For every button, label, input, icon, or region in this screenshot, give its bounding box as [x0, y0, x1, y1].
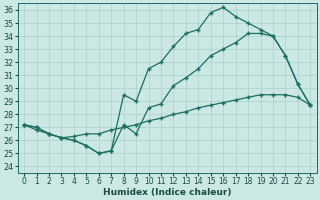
X-axis label: Humidex (Indice chaleur): Humidex (Indice chaleur): [103, 188, 231, 197]
